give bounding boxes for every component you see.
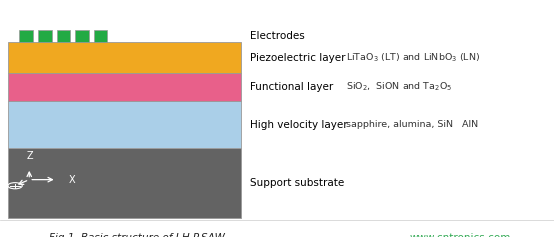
Text: SiO$_2$,  SiON and Ta$_2$O$_5$: SiO$_2$, SiON and Ta$_2$O$_5$	[346, 81, 453, 93]
Text: LiTaO$_3$ (LT) and LiNbO$_3$ (LN): LiTaO$_3$ (LT) and LiNbO$_3$ (LN)	[346, 51, 480, 64]
Bar	[8, 42, 241, 73]
Text: High velocity layer: High velocity layer	[250, 120, 348, 130]
Text: X: X	[69, 175, 75, 185]
Text: Y: Y	[0, 181, 5, 191]
Text: Functional layer: Functional layer	[250, 82, 334, 92]
Bar	[38, 30, 52, 42]
Bar	[57, 30, 70, 42]
Text: Electrodes: Electrodes	[250, 31, 305, 41]
Text: sapphire, alumina, SiN   AlN: sapphire, alumina, SiN AlN	[346, 120, 478, 129]
Text: Z: Z	[27, 151, 33, 161]
Bar	[8, 148, 241, 218]
Bar	[94, 30, 107, 42]
Text: Piezoelectric layer: Piezoelectric layer	[250, 53, 346, 63]
Bar	[75, 30, 89, 42]
Bar	[8, 101, 241, 148]
Bar	[19, 30, 33, 42]
Text: Fig.1. Basic structure of I.H.P.SAW.: Fig.1. Basic structure of I.H.P.SAW.	[49, 233, 228, 237]
Text: www.cntronics.com: www.cntronics.com	[409, 233, 510, 237]
Bar	[8, 73, 241, 101]
Text: Support substrate: Support substrate	[250, 178, 345, 188]
